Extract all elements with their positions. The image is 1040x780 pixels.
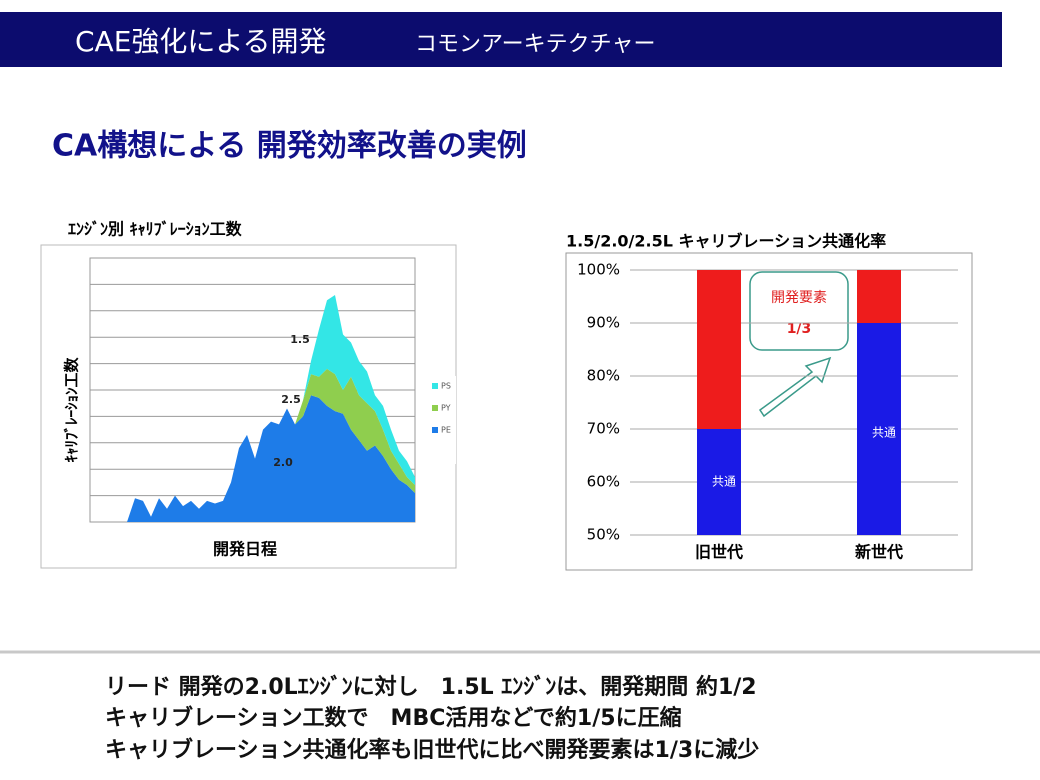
y-tick-label: 80% xyxy=(587,367,620,385)
bar xyxy=(697,429,741,535)
bar xyxy=(857,323,901,535)
callout-text: 開発要素 xyxy=(771,290,827,306)
bullet: リード 開発の2.0Lｴﾝｼﾞﾝに対し 1.5L ｴﾝｼﾞﾝは、開発期間 約1/… xyxy=(105,674,757,700)
legend-label: PS xyxy=(441,382,451,391)
heading: CA構想による 開発効率改善の実例 xyxy=(52,129,527,164)
callout-box xyxy=(749,271,849,351)
legend-swatch xyxy=(432,383,438,389)
bar xyxy=(697,270,741,429)
header-bar xyxy=(0,12,1002,67)
x-axis-label: 開発日程 xyxy=(213,540,277,559)
bar xyxy=(857,270,901,323)
legend-label: PY xyxy=(441,404,451,413)
y-tick-label: 60% xyxy=(587,473,620,491)
annotation: 2.0 xyxy=(273,456,293,469)
y-tick-label: 70% xyxy=(587,420,620,438)
legend-label: PE xyxy=(441,426,451,435)
callout-arrow xyxy=(758,356,832,418)
y-tick-label: 90% xyxy=(587,314,620,332)
annotation: 1.5 xyxy=(290,333,310,346)
chart-title: ｴﾝｼﾞﾝ別 ｷｬﾘﾌﾞﾚｰｼｮﾝ工数 xyxy=(68,220,243,239)
legend-box xyxy=(428,376,456,464)
x-tick-label: 新世代 xyxy=(855,543,903,562)
chart-title: 1.5/2.0/2.5L キャリブレーション共通化率 xyxy=(566,232,886,251)
area xyxy=(127,368,415,522)
bullet: キャリブレーション工数で MBC活用などで約1/5に圧縮 xyxy=(105,705,682,731)
y-axis-label: ｷｬﾘﾌﾞﾚｰｼｮﾝ工数 xyxy=(63,357,81,463)
header-subtitle: コモンアーキテクチャー xyxy=(415,32,655,57)
callout-text: 1/3 xyxy=(787,321,812,337)
area xyxy=(127,294,415,522)
y-tick-label: 100% xyxy=(577,261,620,279)
legend-swatch xyxy=(432,427,438,433)
annotation: 2.5 xyxy=(281,393,301,406)
header-title: CAE強化による開発 xyxy=(75,25,327,58)
y-tick-label: 50% xyxy=(587,526,620,544)
data-label: 共通 xyxy=(872,426,896,440)
area xyxy=(127,395,415,522)
x-tick-label: 旧世代 xyxy=(695,543,743,562)
bullet: キャリブレーション共通化率も旧世代に比べ開発要素は1/3に減少 xyxy=(105,737,759,763)
legend-swatch xyxy=(432,405,438,411)
data-label: 共通 xyxy=(712,475,736,489)
